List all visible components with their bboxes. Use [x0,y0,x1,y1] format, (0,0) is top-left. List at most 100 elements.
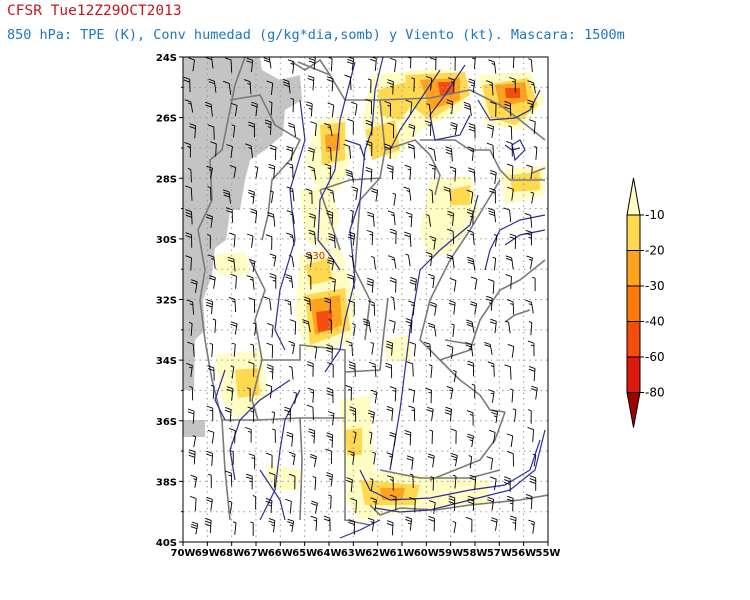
wind-barb [270,190,274,203]
wind-barb [190,474,198,488]
wind-barb [429,500,436,515]
wind-barb [327,102,335,118]
wind-barb [426,103,432,117]
wind-barb [429,57,437,70]
wind-barb [489,101,497,117]
colorbar-label: -30 [645,279,665,293]
wind-barb [326,76,334,92]
wind-barb [509,233,517,249]
wind-barb [245,143,253,158]
wind-barb [463,101,472,116]
wind-barb [392,192,397,206]
wind-barb [326,257,335,271]
wind-barb [465,516,473,533]
wind-barb [387,122,395,138]
wind-barb [446,254,455,269]
wind-barb [248,121,255,138]
wind-barb [367,410,375,424]
wind-barb [372,451,376,465]
wind-barb [250,101,258,117]
wind-barb [506,163,514,179]
lat-tick-label: 26S [156,114,177,125]
wind-barb [308,428,316,444]
wind-barb [428,322,437,337]
wind-barb [486,142,494,159]
colorbar-segment [626,285,641,322]
wind-barb [232,521,237,535]
wind-barb [506,299,515,315]
wind-barb [472,57,476,69]
wind-barb [427,147,437,161]
wind-barb [527,99,534,114]
wind-barb [326,472,333,487]
wind-barb [531,276,536,292]
wind-barb [254,166,259,179]
wind-barb [186,363,193,378]
wind-barb [370,342,375,355]
wind-barb [207,186,212,201]
wind-barb [345,477,353,492]
wind-barb [229,164,237,179]
wind-barb [528,519,535,534]
wind-barb [370,389,378,404]
wind-barb [425,75,433,91]
wind-barb [307,387,315,403]
wind-barb [468,455,473,469]
wind-barb [386,405,394,421]
wind-barb [252,495,257,510]
wind-barb [504,100,512,117]
wind-barb [224,407,232,423]
wind-barb [408,388,416,403]
colorbar-label: -60 [645,350,665,364]
wind-barb [250,208,258,224]
wind-barb [313,346,318,359]
lon-tick-label: 65W [292,548,317,559]
wind-barb [286,145,293,161]
contour-label: 330 [306,251,325,262]
wind-barb [505,273,512,290]
wind-barb [269,144,277,161]
wind-barb [208,78,217,93]
wind-barb [267,322,274,338]
wind-barb [248,453,256,469]
wind-barb [207,124,215,140]
wind-barb [389,319,396,334]
wind-barb [384,100,391,117]
wind-barb [324,297,332,313]
wind-barb [348,361,356,377]
lon-tick-label: 70W [171,548,196,559]
wind-barb [429,301,437,316]
wind-barb [528,321,533,336]
wind-barb [229,232,236,248]
wind-barb [226,386,234,401]
wind-barb [386,164,394,180]
wind-barb [189,123,197,139]
wind-barb [206,214,213,228]
wind-barb [446,99,454,115]
wind-barb [269,273,277,289]
wind-barb [350,209,354,223]
wind-barb [525,494,533,510]
wind-barb [305,101,313,117]
wind-barb [411,77,415,92]
wind-barb [385,362,393,379]
wind-barb [226,207,233,223]
wind-barb [488,207,497,223]
wind-barb [407,143,416,159]
wind-barb [429,235,436,250]
wind-barb [288,254,295,268]
colorbar-segment [626,214,641,251]
wind-barb [446,386,454,400]
wind-barb [365,119,373,136]
wind-barb [468,123,476,139]
wind-barb [512,408,517,422]
wind-barb [366,229,374,246]
wind-barb [325,448,333,465]
wind-barb [469,474,477,490]
wind-barb [222,189,231,204]
wind-barb [369,478,374,491]
wind-barb [447,210,455,226]
lon-tick-label: 57W [487,548,512,559]
wind-barb [223,80,232,95]
wind-barb [487,361,495,377]
